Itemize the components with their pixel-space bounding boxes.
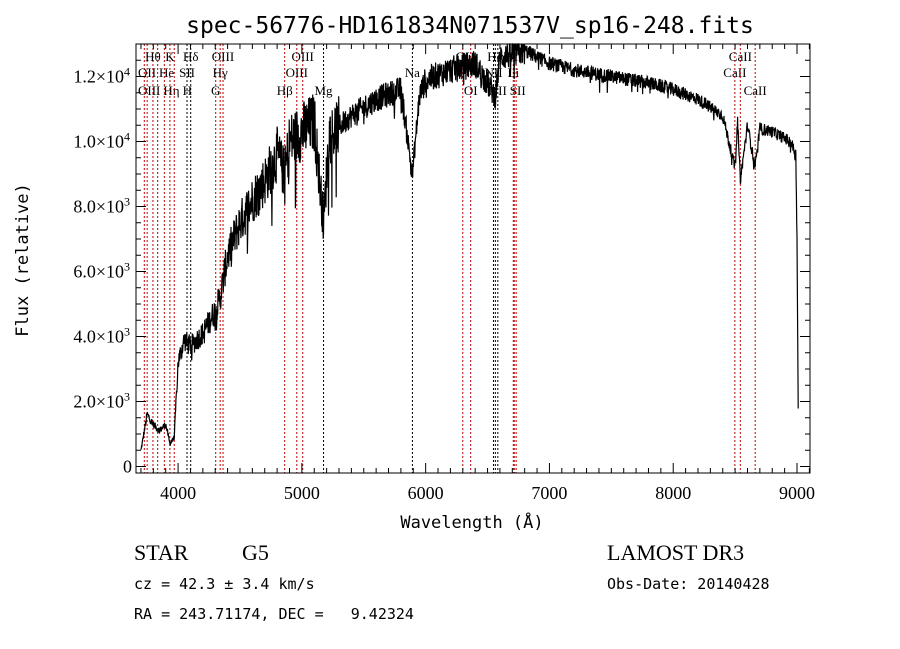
survey-release: LAMOST DR3	[607, 540, 744, 565]
line-label: CaII	[744, 83, 767, 98]
axis-ticks: 4000 5000 6000 7000 8000 900002.0×1034.0×1036…	[73, 43, 815, 503]
line-label: Hθ	[145, 49, 161, 64]
y-tick-label: 2.0×103	[73, 390, 130, 412]
line-label: CaII	[723, 65, 746, 80]
line-label: Li	[508, 65, 520, 80]
y-tick-label: 0	[123, 457, 132, 477]
x-tick-label: 6000	[408, 483, 444, 503]
y-tick-mantissa: 1.0×10	[73, 132, 124, 152]
line-label: OIII	[292, 49, 314, 64]
chart-title: spec-56776-HD161834N071537V_sp16-248.fit…	[186, 13, 754, 39]
y-axis-label: Flux (relative)	[13, 183, 33, 337]
y-tick-mantissa: 8.0×10	[73, 197, 124, 217]
y-tick-mantissa: 1.2×10	[73, 67, 124, 87]
x-tick-label: 7000	[531, 483, 567, 503]
object-type: STAR	[134, 540, 189, 565]
line-label: OIII	[286, 65, 308, 80]
y-tick-mantissa: 0	[123, 457, 132, 477]
line-label: OIII	[212, 49, 234, 64]
line-label: Mg	[315, 83, 334, 98]
line-label: Hη	[163, 83, 179, 98]
line-label: G	[211, 83, 220, 98]
y-tick-exponent: 3	[124, 325, 130, 339]
redshift-cz: cz = 42.3 ± 3.4 km/s	[134, 575, 315, 593]
y-tick-mantissa: 2.0×10	[73, 392, 124, 412]
line-label: Na	[405, 65, 420, 80]
y-tick-mantissa: 6.0×10	[73, 262, 124, 282]
spectral-line-markers: OIIOIIIHθHηHeKHSIIHδGHγOIIIHβOIIIOIIIMgN…	[138, 44, 767, 473]
line-label: Hδ	[183, 49, 199, 64]
x-tick-label: 5000	[284, 483, 320, 503]
spectrum-line	[140, 42, 799, 450]
line-label: He	[159, 65, 174, 80]
line-label: K	[165, 49, 175, 64]
ra-dec: RA = 243.71174, DEC = 9.42324	[134, 605, 414, 623]
line-label: SII	[179, 65, 195, 80]
x-tick-label: 4000	[160, 483, 196, 503]
x-tick-label: 9000	[779, 483, 815, 503]
obs-date: Obs-Date: 20140428	[607, 575, 770, 593]
x-axis-label: Wavelength (Å)	[400, 511, 543, 533]
y-tick-exponent: 4	[124, 65, 130, 79]
subclass: G5	[242, 540, 269, 565]
y-tick-label: 1.0×104	[73, 130, 130, 152]
line-label: H	[183, 83, 192, 98]
y-tick-label: 8.0×103	[73, 195, 130, 217]
line-label: OI	[464, 83, 478, 98]
y-tick-label: 1.2×104	[73, 65, 130, 87]
y-tick-label: 6.0×103	[73, 260, 130, 282]
y-tick-exponent: 3	[124, 260, 130, 274]
y-tick-label: 4.0×103	[73, 325, 130, 347]
y-tick-exponent: 3	[124, 195, 130, 209]
y-tick-mantissa: 4.0×10	[73, 327, 124, 347]
plot-frame	[135, 43, 811, 474]
line-label: Hβ	[277, 83, 293, 98]
line-label: CaII	[729, 49, 752, 64]
y-tick-exponent: 4	[124, 130, 130, 144]
line-label: OIII	[138, 83, 160, 98]
x-tick-label: 8000	[655, 483, 691, 503]
line-label: SII	[510, 83, 526, 98]
y-tick-exponent: 3	[124, 390, 130, 404]
line-label: Hγ	[213, 65, 228, 80]
